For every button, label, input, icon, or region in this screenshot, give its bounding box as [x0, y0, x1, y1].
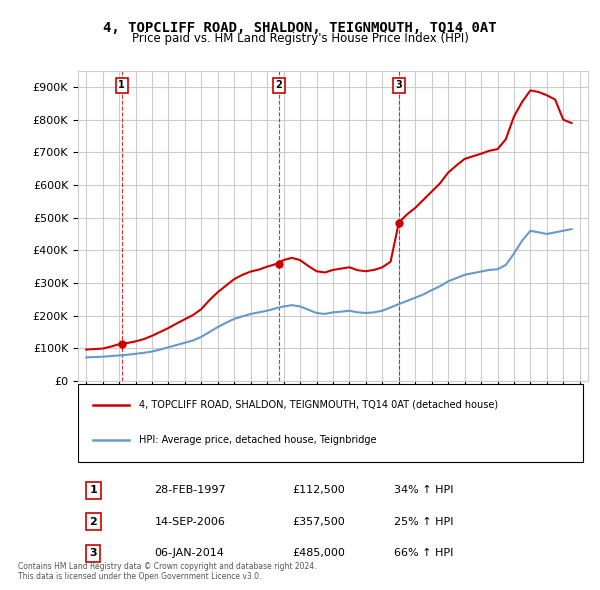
FancyBboxPatch shape [78, 384, 583, 462]
Text: £112,500: £112,500 [292, 485, 345, 495]
Text: 06-JAN-2014: 06-JAN-2014 [155, 548, 224, 558]
Text: 3: 3 [396, 80, 403, 90]
Text: 25% ↑ HPI: 25% ↑ HPI [394, 517, 454, 527]
Text: £357,500: £357,500 [292, 517, 345, 527]
Text: HPI: Average price, detached house, Teignbridge: HPI: Average price, detached house, Teig… [139, 435, 377, 445]
Text: 4, TOPCLIFF ROAD, SHALDON, TEIGNMOUTH, TQ14 0AT: 4, TOPCLIFF ROAD, SHALDON, TEIGNMOUTH, T… [103, 21, 497, 35]
Text: 2: 2 [89, 517, 97, 527]
Text: Contains HM Land Registry data © Crown copyright and database right 2024.
This d: Contains HM Land Registry data © Crown c… [18, 562, 317, 581]
Text: 1: 1 [118, 80, 125, 90]
Text: 34% ↑ HPI: 34% ↑ HPI [394, 485, 454, 495]
Text: 66% ↑ HPI: 66% ↑ HPI [394, 548, 454, 558]
Text: 1: 1 [89, 485, 97, 495]
Text: 2: 2 [275, 80, 282, 90]
Text: 3: 3 [89, 548, 97, 558]
Text: 4, TOPCLIFF ROAD, SHALDON, TEIGNMOUTH, TQ14 0AT (detached house): 4, TOPCLIFF ROAD, SHALDON, TEIGNMOUTH, T… [139, 399, 499, 409]
Text: Price paid vs. HM Land Registry's House Price Index (HPI): Price paid vs. HM Land Registry's House … [131, 32, 469, 45]
Text: £485,000: £485,000 [292, 548, 345, 558]
Text: 28-FEB-1997: 28-FEB-1997 [155, 485, 226, 495]
Text: 14-SEP-2006: 14-SEP-2006 [155, 517, 226, 527]
